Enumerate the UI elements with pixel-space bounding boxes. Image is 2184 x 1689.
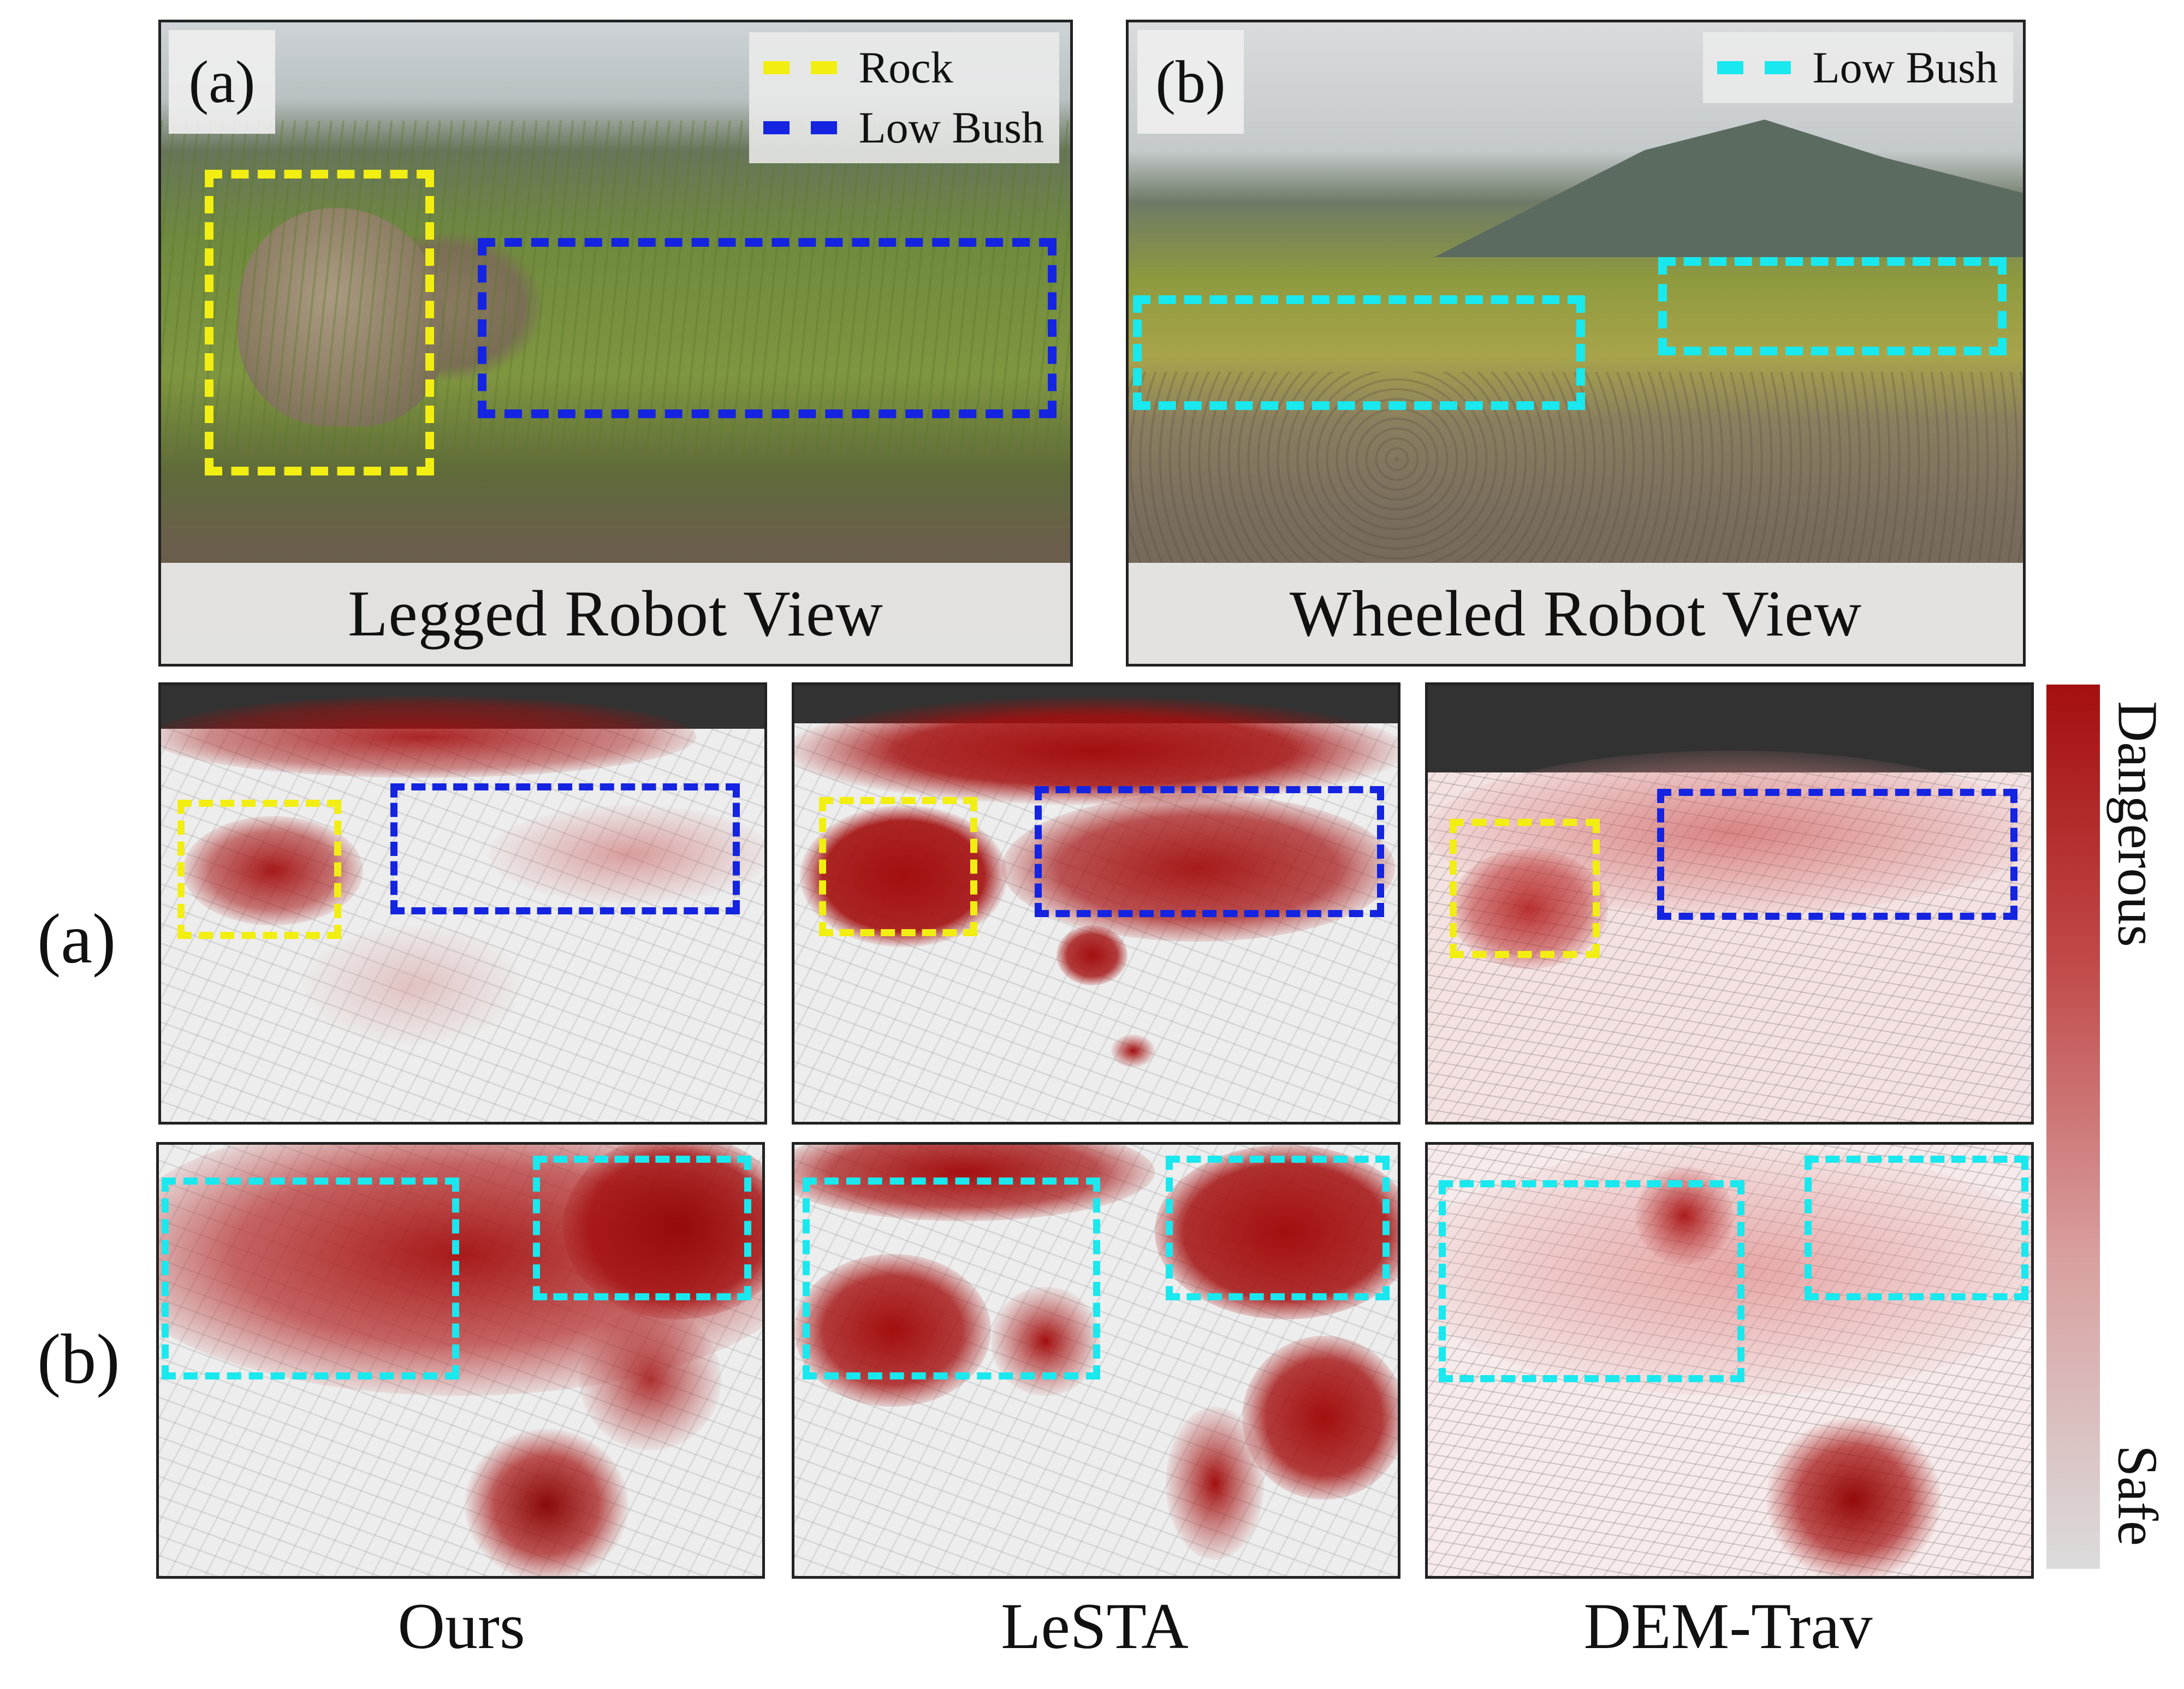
rock-box — [819, 797, 977, 936]
row-label-b: (b) — [37, 1320, 120, 1399]
legend-swatch-low-bush — [1717, 61, 1791, 74]
risk-blob — [579, 1309, 721, 1450]
low-bush-box — [1657, 789, 2017, 920]
legend: Low Bush — [1702, 32, 2013, 103]
map-lesta-row-b — [792, 1142, 1400, 1579]
risk-blob — [303, 925, 521, 1045]
legend-label: Low Bush — [858, 103, 1044, 152]
mountain-shape — [1434, 120, 2023, 257]
low-bush-box — [390, 783, 740, 914]
map-ours-row-a — [158, 682, 767, 1125]
colorbar-label-safe: Safe — [2106, 1445, 2169, 1546]
risk-blob — [1002, 794, 1395, 942]
method-label-lesta: LeSTA — [1001, 1590, 1189, 1662]
risk-blob — [465, 1429, 628, 1576]
risk-blob — [183, 816, 363, 925]
legend-swatch-rock — [763, 61, 837, 74]
low-bush-box-right — [1658, 257, 2007, 355]
map-ours-row-b — [156, 1142, 765, 1579]
legend-entry-low-bush: Low Bush — [1703, 38, 2013, 98]
risk-blob — [1766, 1418, 1941, 1576]
method-label-ours: Ours — [397, 1590, 525, 1662]
rock-box — [1450, 819, 1600, 958]
traversability-colorbar — [2046, 685, 2100, 1569]
risk-blob — [1242, 1336, 1398, 1500]
risk-blob — [489, 805, 764, 903]
risk-blob — [1155, 1145, 1398, 1319]
map-dem-trav-row-b — [1425, 1142, 2034, 1579]
row-label-a: (a) — [37, 900, 116, 978]
legend-label: Low Bush — [1812, 43, 1998, 92]
low-bush-box-left — [162, 1177, 459, 1379]
risk-blob — [1450, 849, 1608, 969]
risk-blob — [1057, 925, 1127, 985]
map-dem-trav-row-a — [1425, 682, 2034, 1125]
panel-tag: (b) — [1137, 30, 1244, 134]
legend-swatch-low-bush — [763, 121, 837, 134]
low-bush-box-right — [1166, 1156, 1390, 1300]
low-bush-box-left — [1439, 1180, 1744, 1382]
rock-box — [177, 800, 341, 939]
low-bush-box — [1035, 786, 1384, 917]
rock-shape — [238, 208, 445, 426]
colorbar-label-dangerous: Dangerous — [2106, 701, 2169, 947]
legged-robot-view-panel: (a) Rock Low Bush Legged Robot View — [158, 20, 1073, 667]
legend: Rock Low Bush — [749, 32, 1059, 163]
risk-blob — [794, 1254, 991, 1407]
panel-tag: (a) — [169, 30, 275, 134]
legend-entry-rock: Rock — [749, 38, 1059, 98]
legend-label: Rock — [858, 43, 953, 92]
risk-blob — [563, 1145, 762, 1319]
risk-blob — [161, 696, 696, 778]
low-bush-box — [478, 238, 1057, 418]
low-bush-box-right — [533, 1156, 751, 1300]
map-lesta-row-a — [792, 682, 1400, 1125]
wheeled-robot-view-panel: (b) Low Bush Wheeled Robot View — [1126, 20, 2026, 667]
risk-blob — [1166, 1407, 1264, 1560]
method-label-dem-trav: DEM-Trav — [1583, 1590, 1873, 1662]
risk-blob — [1111, 1034, 1155, 1067]
panel-caption: Wheeled Robot View — [1129, 563, 2023, 664]
rock-box — [205, 170, 434, 475]
legend-entry-low-bush: Low Bush — [749, 98, 1059, 158]
panel-caption: Legged Robot View — [161, 563, 1070, 664]
low-bush-box-left — [1133, 295, 1585, 410]
low-bush-box-left — [803, 1177, 1100, 1379]
low-bush-box-right — [1805, 1156, 2028, 1300]
